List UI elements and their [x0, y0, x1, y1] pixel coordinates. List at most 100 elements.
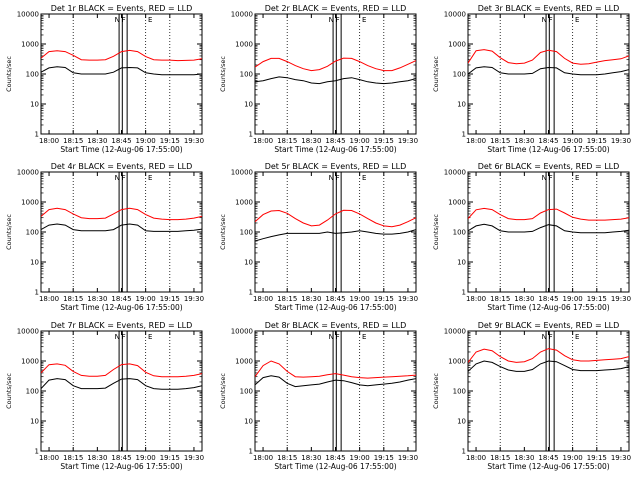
x-tick-label: 18:45 — [111, 137, 131, 145]
x-tick-label: 19:15 — [374, 295, 394, 303]
plot-frame — [467, 171, 630, 293]
events-line — [468, 360, 629, 372]
x-tick-label: 18:00 — [39, 137, 59, 145]
annotation-f: F — [549, 333, 553, 341]
y-tick-label: 1 — [35, 131, 39, 139]
lld-line — [468, 348, 629, 363]
x-tick-label: 18:30 — [514, 137, 534, 145]
x-tick-label: 19:15 — [374, 454, 394, 462]
annotation-e: E — [575, 174, 579, 182]
x-tick-label: 18:30 — [301, 295, 321, 303]
y-tick-label: 100 — [240, 229, 253, 237]
annotation-n: N — [115, 333, 120, 341]
y-tick-label: 1000 — [235, 41, 253, 49]
y-tick-label: 10 — [30, 101, 39, 109]
x-tick-label: 18:45 — [325, 454, 345, 462]
y-tick-label: 10000 — [231, 169, 253, 177]
x-tick-label: 19:15 — [587, 295, 607, 303]
x-tick-label: 18:45 — [325, 295, 345, 303]
y-axis-label: Counts/sec — [219, 373, 227, 409]
events-line — [41, 66, 202, 76]
lld-line — [468, 49, 629, 65]
x-tick-label: 19:00 — [563, 295, 583, 303]
x-tick-label: 19:30 — [184, 454, 204, 462]
x-tick-label: 18:45 — [538, 137, 558, 145]
panel-det-7: Det 7r BLACK = Events, RED = LLD N F E 1 10 10… — [5, 321, 204, 471]
x-axis-label: Start Time (12-Aug-06 17:55:00) — [487, 303, 609, 312]
panel-det-4: Det 4r BLACK = Events, RED = LLD N F E 1 10 10… — [5, 162, 204, 312]
y-tick-label: 10 — [457, 101, 466, 109]
x-tick-label: 19:15 — [587, 454, 607, 462]
y-tick-label: 10000 — [231, 328, 253, 336]
y-tick-label: 1000 — [235, 358, 253, 366]
x-axis-label: Start Time (12-Aug-06 17:55:00) — [274, 145, 396, 154]
panel-det-9: Det 9r BLACK = Events, RED = LLD N F E 1 10 10… — [432, 321, 631, 471]
y-tick-label: 100 — [26, 388, 39, 396]
x-tick-label: 18:00 — [466, 454, 486, 462]
lld-line — [255, 57, 416, 72]
y-axis-label: Counts/sec — [219, 56, 227, 92]
events-line — [255, 76, 416, 85]
x-tick-label: 18:30 — [514, 295, 534, 303]
x-tick-label: 19:15 — [160, 295, 180, 303]
plot-frame — [40, 171, 203, 293]
x-tick-label: 18:45 — [111, 295, 131, 303]
annotation-n: N — [329, 16, 334, 24]
lld-line — [41, 363, 202, 378]
x-tick-label: 18:00 — [253, 137, 273, 145]
x-tick-label: 19:15 — [587, 137, 607, 145]
x-tick-label: 18:15 — [277, 137, 297, 145]
panel-det-8: Det 8r BLACK = Events, RED = LLD N F E 1 10 10… — [219, 321, 418, 471]
x-tick-label: 18:00 — [466, 137, 486, 145]
panel-title: Det 4r BLACK = Events, RED = LLD — [51, 162, 193, 171]
lld-line — [41, 49, 202, 62]
x-tick-label: 18:00 — [39, 295, 59, 303]
x-tick-label: 18:00 — [39, 454, 59, 462]
annotation-e: E — [148, 174, 152, 182]
y-tick-label: 10000 — [17, 328, 39, 336]
y-tick-label: 10 — [457, 259, 466, 267]
x-axis-label: Start Time (12-Aug-06 17:55:00) — [487, 145, 609, 154]
y-tick-label: 1000 — [448, 41, 466, 49]
x-tick-label: 18:45 — [538, 454, 558, 462]
y-tick-label: 1 — [462, 131, 466, 139]
y-tick-label: 10000 — [444, 169, 466, 177]
annotation-e: E — [362, 16, 366, 24]
x-axis-label: Start Time (12-Aug-06 17:55:00) — [274, 462, 396, 471]
y-tick-label: 10 — [244, 101, 253, 109]
annotation-f: F — [122, 333, 126, 341]
y-tick-label: 10000 — [444, 328, 466, 336]
x-tick-label: 18:00 — [466, 295, 486, 303]
x-tick-label: 18:15 — [277, 454, 297, 462]
annotation-n: N — [115, 174, 120, 182]
y-tick-label: 1000 — [448, 358, 466, 366]
x-tick-label: 19:00 — [350, 295, 370, 303]
y-tick-label: 1 — [462, 289, 466, 297]
x-tick-label: 19:00 — [136, 454, 156, 462]
y-axis-label: Counts/sec — [5, 56, 13, 92]
x-tick-label: 18:15 — [63, 295, 83, 303]
annotation-n: N — [329, 333, 334, 341]
x-tick-label: 18:30 — [87, 137, 107, 145]
panel-title: Det 3r BLACK = Events, RED = LLD — [478, 4, 620, 13]
annotation-f: F — [336, 16, 340, 24]
events-line — [255, 229, 416, 242]
y-tick-label: 1000 — [21, 358, 39, 366]
x-tick-label: 19:30 — [611, 137, 631, 145]
x-tick-label: 18:00 — [253, 454, 273, 462]
x-tick-label: 19:30 — [184, 137, 204, 145]
y-tick-label: 1 — [35, 448, 39, 456]
x-tick-label: 19:00 — [350, 454, 370, 462]
annotation-f: F — [549, 174, 553, 182]
x-tick-label: 18:15 — [277, 295, 297, 303]
y-tick-label: 100 — [26, 229, 39, 237]
panel-det-5: Det 5r BLACK = Events, RED = LLD N F E 1 10 10… — [219, 162, 418, 312]
x-axis-label: Start Time (12-Aug-06 17:55:00) — [60, 145, 182, 154]
annotation-f: F — [336, 333, 340, 341]
panel-det-2: Det 2r BLACK = Events, RED = LLD N F E 1 10 10… — [219, 4, 418, 154]
panel-title: Det 2r BLACK = Events, RED = LLD — [265, 4, 407, 13]
y-tick-label: 10 — [457, 418, 466, 426]
x-tick-label: 18:15 — [490, 295, 510, 303]
y-axis-label: Counts/sec — [5, 373, 13, 409]
events-line — [41, 223, 202, 232]
